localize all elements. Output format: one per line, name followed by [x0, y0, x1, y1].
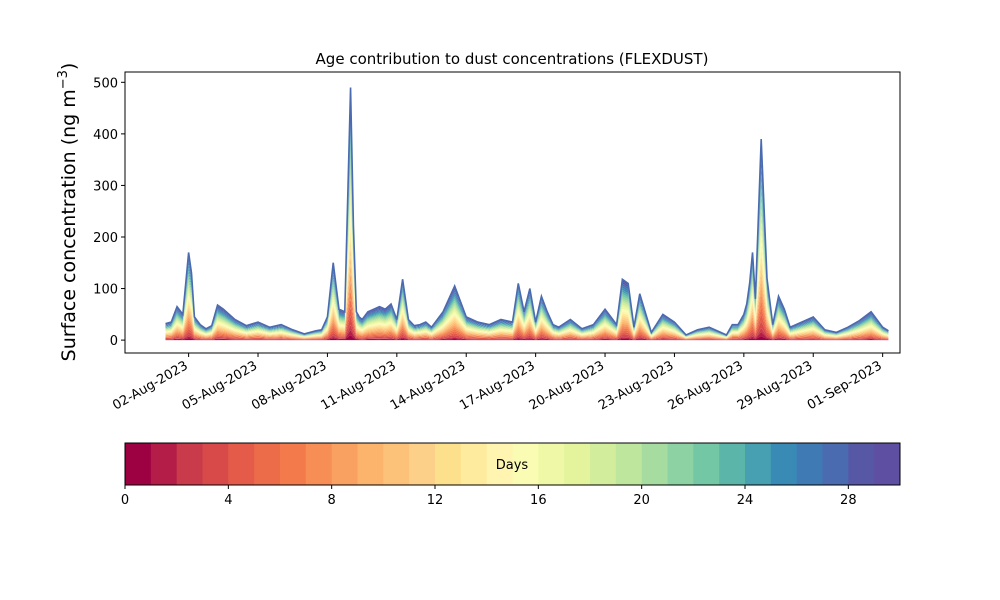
- axes-frame: [124, 71, 901, 354]
- colorbar-swatch-7: [305, 443, 333, 485]
- colorbar-swatch-29: [874, 443, 901, 485]
- colorbar-swatch-16: [538, 443, 565, 485]
- colorbar-swatch-6: [280, 443, 307, 485]
- colorbar-swatch-4: [228, 443, 255, 485]
- colorbar-swatch-5: [254, 443, 281, 485]
- colorbar-swatch-24: [745, 443, 772, 485]
- colorbar-swatch-1: [150, 443, 178, 485]
- colorbar-swatch-0: [125, 443, 152, 485]
- colorbar-tick-label: 28: [840, 493, 857, 508]
- colorbar-swatch-13: [460, 443, 488, 485]
- y-axis-label-superscript: −3: [56, 70, 71, 89]
- colorbar-swatch-14: [486, 443, 513, 485]
- colorbar-swatch-20: [641, 443, 668, 485]
- colorbar-tick-label: 20: [633, 493, 650, 508]
- colorbar-swatch-2: [176, 443, 203, 485]
- colorbar-tick-label: 8: [328, 493, 336, 508]
- colorbar-tick-label: 12: [427, 493, 444, 508]
- colorbar-swatch-9: [357, 443, 384, 485]
- y-tick-label: 0: [110, 334, 118, 349]
- colorbar-tick-label: 24: [737, 493, 754, 508]
- total-concentration-line: [165, 87, 889, 336]
- colorbar-swatch-22: [693, 443, 720, 485]
- colorbar-tick-label: 4: [224, 493, 232, 508]
- colorbar-swatch-19: [615, 443, 643, 485]
- y-tick-label: 100: [93, 283, 118, 298]
- age-band-3: [165, 316, 889, 340]
- colorbar-frame: [124, 442, 901, 486]
- y-axis-label-close: ): [58, 63, 80, 70]
- y-tick-label: 500: [93, 76, 118, 91]
- age-band-4: [165, 307, 889, 340]
- y-axis: 0 100 200 300 400 500: [93, 76, 125, 349]
- colorbar-ticks: 0 4 8 12 16 20 24 28: [121, 485, 857, 508]
- colorbar-swatch-11: [409, 443, 436, 485]
- colorbar-swatch-28: [848, 443, 875, 485]
- colorbar-swatch-18: [590, 443, 617, 485]
- plot-area: [165, 87, 889, 341]
- age-band-2: [165, 324, 889, 340]
- colorbar-swatch-3: [202, 443, 229, 485]
- colorbar-tick-label: 16: [530, 493, 547, 508]
- y-axis-label: Surface concentration (ng m−3): [56, 63, 80, 362]
- colorbar-swatch-21: [667, 443, 694, 485]
- y-axis-label-main: Surface concentration (ng m: [58, 89, 80, 361]
- colorbar-swatch-12: [435, 443, 462, 485]
- colorbar-swatch-15: [512, 443, 539, 485]
- colorbar-swatch-26: [796, 443, 823, 485]
- y-tick-label: 200: [93, 231, 118, 246]
- colorbar-swatch-23: [719, 443, 746, 485]
- colorbar-swatch-17: [564, 443, 591, 485]
- colorbar-tick-label: 0: [121, 493, 129, 508]
- colorbar-swatch-8: [331, 443, 358, 485]
- colorbar-label: Days: [496, 458, 529, 473]
- age-band-1: [165, 329, 889, 341]
- colorbar-swatch-25: [770, 443, 798, 485]
- y-tick-label: 400: [93, 128, 118, 143]
- y-tick-label: 300: [93, 179, 118, 194]
- age-band-0: [165, 335, 889, 341]
- colorbar-swatch-10: [383, 443, 410, 485]
- chart-title: Age contribution to dust concentrations …: [316, 50, 709, 68]
- colorbar: [125, 443, 901, 485]
- colorbar-swatch-27: [822, 443, 849, 485]
